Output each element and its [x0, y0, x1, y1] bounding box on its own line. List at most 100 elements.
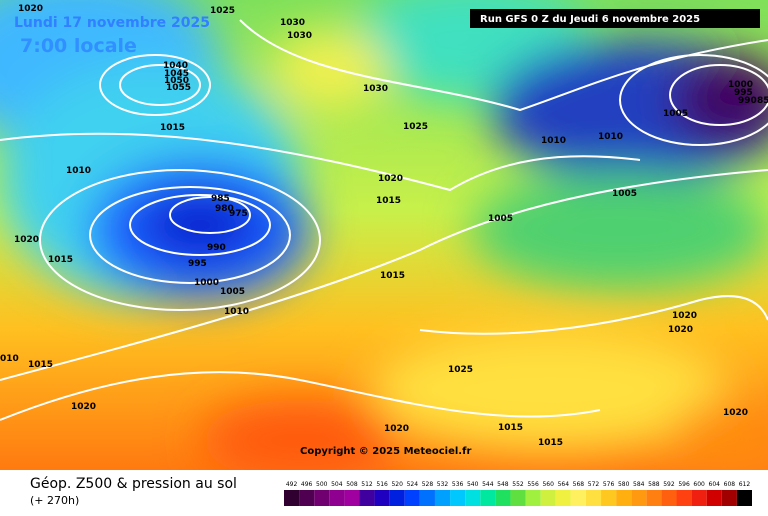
legend-swatch: [706, 490, 722, 506]
isobar-label: 1045: [164, 69, 189, 79]
isobar-label: 010: [0, 354, 19, 364]
legend-swatch: [555, 490, 571, 506]
legend-swatch: [510, 490, 526, 506]
legend-swatch: [736, 490, 752, 506]
legend-label: 520: [391, 481, 403, 488]
isobar-label: 1015: [538, 438, 563, 448]
legend-swatch: [450, 490, 466, 506]
footer-lead: (+ 270h): [30, 494, 79, 507]
legend-label: 548: [497, 481, 509, 488]
isobar-label: 1050: [164, 76, 189, 86]
legend-label: 592: [663, 481, 675, 488]
isobar-label: 1005: [663, 109, 688, 119]
isobar-label: 1010: [541, 136, 566, 146]
legend-swatch: [480, 490, 496, 506]
legend-swatch: [525, 490, 541, 506]
legend-swatch: [284, 490, 300, 506]
isobar-label: 985: [211, 194, 230, 204]
legend-label: 568: [573, 481, 585, 488]
isobar-label: 1025: [403, 122, 428, 132]
legend-swatch: [540, 490, 556, 506]
isobar-label: 1015: [498, 423, 523, 433]
legend-swatch: [465, 490, 481, 506]
legend-label: 584: [633, 481, 645, 488]
legend-label: 612: [739, 481, 751, 488]
isobar-label: 1020: [723, 408, 748, 418]
legend-swatch: [404, 490, 420, 506]
legend-swatch: [616, 490, 632, 506]
legend-label: 576: [603, 481, 615, 488]
legend-swatch: [344, 490, 360, 506]
legend-swatch: [585, 490, 602, 506]
isobar-label: 1015: [28, 360, 53, 370]
run-info: Run GFS 0 Z du Jeudi 6 novembre 2025: [480, 14, 700, 25]
legend-label: 496: [301, 481, 313, 488]
isobar-label: 1025: [210, 6, 235, 16]
isobar-label: 995: [188, 259, 207, 269]
isobar-label: 1015: [376, 196, 401, 206]
legend-label: 604: [709, 481, 721, 488]
isobar-label: 1010: [224, 307, 249, 317]
run-box: [470, 9, 760, 28]
isobar-label: 1015: [48, 255, 73, 265]
legend-label: 608: [724, 481, 736, 488]
isobar-label: 1040: [163, 61, 188, 71]
legend-label: 492: [286, 481, 298, 488]
legend-swatch: [314, 490, 330, 506]
legend-swatch: [721, 490, 737, 506]
legend-label: 556: [527, 481, 539, 488]
isobar-label: 1000: [194, 278, 219, 288]
isobar-label: 1020: [668, 325, 693, 335]
copyright: Copyright © 2025 Meteociel.fr: [300, 446, 471, 457]
legend-label: 560: [542, 481, 554, 488]
legend-swatch: [359, 490, 375, 506]
legend-swatch: [631, 490, 647, 506]
isobar-label: 1020: [384, 424, 409, 434]
legend-swatch: [495, 490, 511, 506]
legend-swatch: [570, 490, 586, 506]
isobar-label: 1010: [66, 166, 91, 176]
isobar-label: 975: [229, 209, 248, 219]
legend-label: 572: [588, 481, 600, 488]
isobar-label: 1005: [612, 189, 637, 199]
legend-swatch: [329, 490, 345, 506]
valid-time: 7:00 locale: [20, 35, 137, 57]
isobar-label: 990: [738, 96, 757, 106]
isobar-label: 1015: [160, 123, 185, 133]
isobar-label: 1005: [220, 287, 245, 297]
legend-swatch: [676, 490, 692, 506]
legend-label: 524: [407, 481, 419, 488]
legend-label: 508: [346, 481, 358, 488]
isobar-label: 1030: [363, 84, 388, 94]
legend-label: 580: [618, 481, 630, 488]
isobar-label: 1020: [672, 311, 697, 321]
legend-swatch: [419, 490, 435, 506]
isobar-label: 1030: [287, 31, 312, 41]
legend-swatch: [374, 490, 390, 506]
legend-swatch: [389, 490, 405, 506]
legend-label: 528: [422, 481, 434, 488]
legend-label: 512: [361, 481, 373, 488]
valid-date: Lundi 17 novembre 2025: [14, 15, 210, 31]
legend-label: 536: [452, 481, 464, 488]
legend-label: 552: [512, 481, 524, 488]
legend-swatch: [299, 490, 315, 506]
isobar-label: 1015: [380, 271, 405, 281]
legend-label: 596: [678, 481, 690, 488]
isobar-label: 1020: [378, 174, 403, 184]
isobar-label: 1005: [488, 214, 513, 224]
isobar-label: 980: [215, 204, 234, 214]
field: [0, 0, 768, 480]
isobar-label: 1025: [448, 365, 473, 375]
isobar-label: 1030: [280, 18, 305, 28]
legend-swatch: [434, 490, 451, 506]
legend-label: 504: [331, 481, 343, 488]
footer-title: Géop. Z500 & pression au sol: [30, 476, 237, 492]
isobar-label: 1020: [18, 4, 43, 14]
legend-label: 564: [558, 481, 570, 488]
legend-swatch: [691, 490, 707, 506]
legend-label: 540: [467, 481, 479, 488]
